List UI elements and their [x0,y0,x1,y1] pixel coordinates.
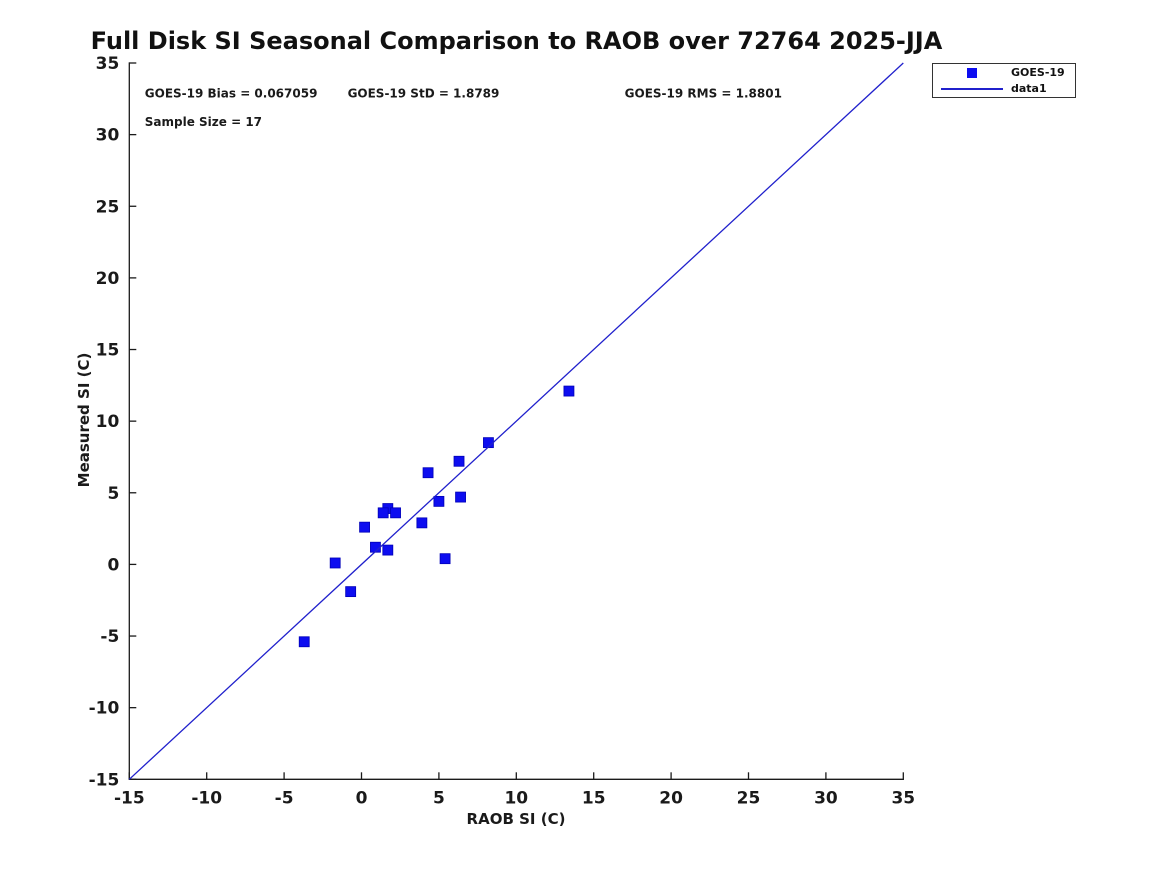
x-tick-label: -5 [275,788,294,808]
data-point [377,507,389,519]
x-tick-label: 35 [891,788,915,808]
data-point [422,467,434,479]
x-tick-label: 5 [433,788,445,808]
x-tick-label: 30 [814,788,838,808]
y-tick-label: 30 [96,126,120,146]
y-tick-label: -10 [89,699,120,719]
y-tick-label: -15 [89,770,120,790]
legend: GOES-19 data1 [932,63,1076,98]
data-point [453,455,465,467]
data-point [329,557,341,569]
stat-annotation: GOES-19 Bias = 0.067059 [145,86,318,100]
stat-annotation: Sample Size = 17 [145,115,262,129]
y-tick-label: 15 [96,341,120,361]
x-tick-label: 20 [659,788,683,808]
data-point [455,491,466,503]
square-marker-icon [933,67,1011,78]
y-tick-label: 10 [96,412,120,432]
data-point [563,385,575,397]
data-point [390,507,401,519]
x-tick-label: 10 [504,788,528,808]
y-tick-label: 0 [107,555,119,575]
y-axis-label: Measured SI (C) [75,352,93,488]
identity-line [128,62,904,780]
data-point [433,495,445,507]
stat-annotation: GOES-19 StD = 1.8789 [348,86,500,100]
y-tick-label: -5 [100,627,119,647]
y-tick-label: 5 [107,484,119,504]
data-point [345,586,357,598]
x-axis-label: RAOB SI (C) [466,810,566,828]
y-tick-label: 20 [96,269,120,289]
data-point [382,544,394,556]
chart-title: Full Disk SI Seasonal Comparison to RAOB… [90,27,943,55]
x-tick-label: -10 [191,788,222,808]
legend-entry-goes19: GOES-19 [933,65,1075,80]
legend-label-goes19: GOES-19 [1011,66,1065,79]
x-tick-label: 0 [356,788,368,808]
legend-label-data1: data1 [1011,82,1047,95]
line-icon [933,87,1011,90]
x-tick-label: -15 [114,788,145,808]
data-point [439,553,451,565]
x-tick-label: 15 [582,788,606,808]
y-tick-label: 25 [96,197,120,217]
data-point [298,636,310,648]
y-tick-label: 35 [96,54,120,74]
x-tick-label: 25 [737,788,761,808]
data-point [359,521,370,533]
data-point [416,517,428,529]
stat-annotation: GOES-19 RMS = 1.8801 [625,86,782,100]
legend-entry-data1: data1 [933,81,1075,96]
